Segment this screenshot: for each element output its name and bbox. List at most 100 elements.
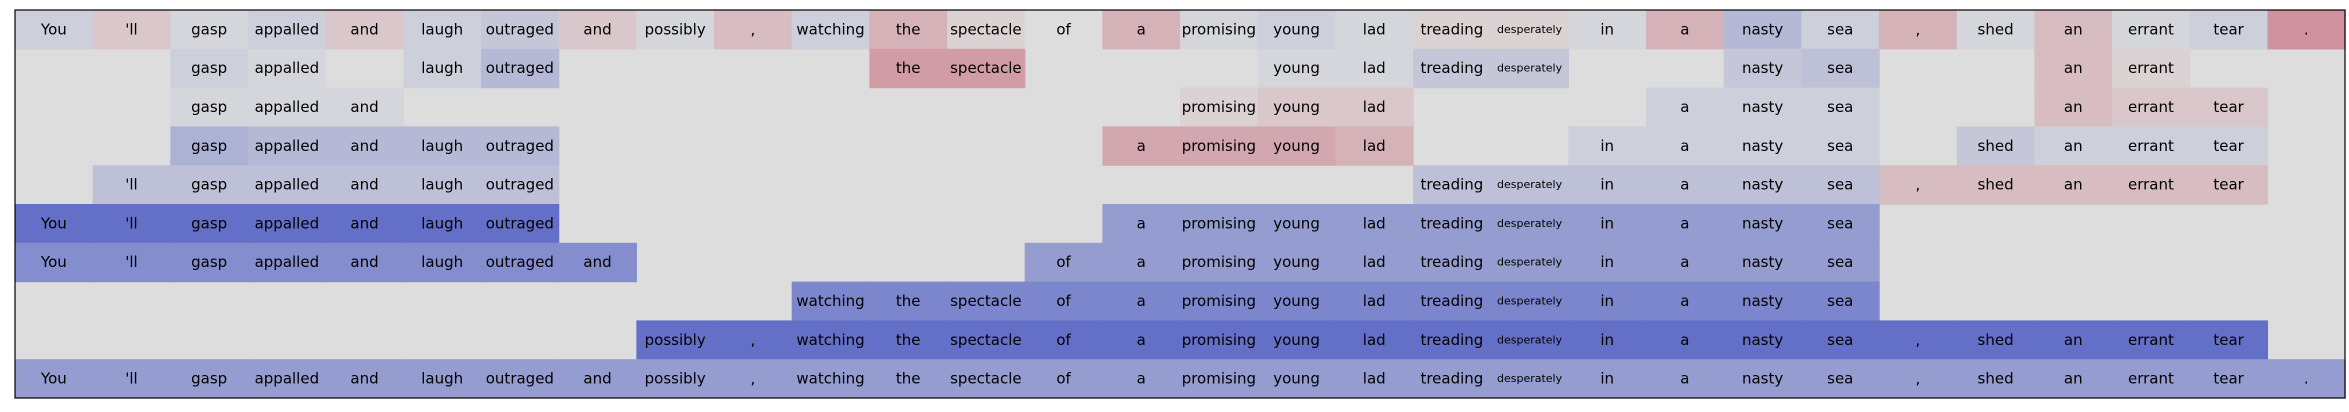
heatmap-cell (1257, 204, 1336, 244)
token-label: gasp (191, 137, 227, 155)
heatmap-cell (1102, 126, 1181, 166)
token-label: sea (1827, 331, 1853, 349)
token-label: promising (1182, 214, 1256, 232)
heatmap-cell (869, 320, 948, 360)
heatmap-cell (1723, 320, 1803, 360)
heatmap-cell (15, 204, 94, 244)
token-label: promising (1182, 331, 1256, 349)
heatmap-cell (791, 320, 870, 360)
heatmap-cell (2034, 10, 2113, 50)
token-label: sea (1827, 98, 1853, 116)
token-label: in (1600, 331, 1614, 349)
heatmap-cell (15, 359, 94, 399)
token-label: in (1600, 292, 1614, 310)
heatmap-cell (1024, 281, 1103, 321)
heatmap-cell (92, 359, 171, 399)
heatmap-cell (1801, 359, 1880, 399)
heatmap-cell (403, 242, 482, 283)
heatmap-cell (1335, 204, 1414, 244)
token-label: a (1680, 176, 1689, 194)
heatmap-cell (403, 165, 482, 205)
token-label: 'll (125, 370, 137, 388)
heatmap-cell (15, 242, 94, 283)
token-label: promising (1182, 292, 1256, 310)
heatmap-cell (92, 165, 171, 205)
heatmap-cell (1490, 281, 1569, 321)
heatmap-cell (403, 48, 482, 89)
heatmap-cell (1568, 204, 1647, 244)
token-label: outraged (486, 20, 554, 38)
token-label: of (1056, 253, 1071, 271)
token-label: a (1137, 331, 1146, 349)
token-label: appalled (255, 370, 320, 388)
heatmap-cell (1024, 242, 1103, 283)
heatmap-cell (1024, 10, 1103, 50)
token-label: treading (1420, 253, 1483, 271)
heatmap-cell (558, 10, 637, 50)
token-label: young (1273, 370, 1320, 388)
token-label: 'll (125, 176, 137, 194)
token-label: errant (2128, 59, 2174, 77)
heatmap-cell (1335, 281, 1414, 321)
token-label: errant (2128, 98, 2174, 116)
token-label: young (1273, 331, 1320, 349)
token-label: of (1056, 292, 1071, 310)
heatmap-cell (170, 10, 249, 50)
heatmap-cell (1180, 126, 1259, 166)
heatmap-cell (1723, 204, 1803, 244)
heatmap-cell (1335, 87, 1414, 127)
token-label: . (2304, 20, 2309, 38)
token-label: an (2064, 59, 2083, 77)
heatmap-cell (248, 204, 327, 244)
heatmap-cell (92, 10, 171, 50)
token-label: an (2064, 98, 2083, 116)
token-label: outraged (486, 176, 554, 194)
token-label: You (40, 214, 67, 232)
token-label: and (350, 98, 378, 116)
heatmap-cell (2267, 10, 2346, 50)
heatmap-cell (170, 204, 249, 244)
token-label: gasp (191, 98, 227, 116)
heatmap-cell (2267, 359, 2346, 399)
heatmap-cell (1024, 320, 1103, 360)
token-label: , (750, 370, 755, 388)
heatmap-cell (636, 359, 715, 399)
heatmap-cell (2189, 359, 2269, 399)
heatmap-cell (1646, 359, 1725, 399)
heatmap-cell (248, 87, 327, 127)
token-label: spectacle (950, 59, 1022, 77)
heatmap-cell (791, 281, 870, 321)
token-label: a (1680, 253, 1689, 271)
heatmap-cell (1335, 10, 1414, 50)
heatmap-cell (1801, 320, 1880, 360)
token-label: errant (2128, 370, 2174, 388)
heatmap-cell (481, 242, 560, 283)
heatmap-cell (1413, 281, 1492, 321)
token-label: lad (1363, 20, 1386, 38)
token-label: the (896, 331, 921, 349)
heatmap-cell (1257, 10, 1336, 50)
heatmap-cell (1723, 165, 1803, 205)
heatmap-cell (791, 10, 870, 50)
heatmap-cell (2112, 320, 2191, 360)
token-label: lad (1363, 370, 1386, 388)
token-label: the (896, 292, 921, 310)
token-label: and (350, 253, 378, 271)
token-label: in (1600, 253, 1614, 271)
token-label: and (350, 176, 378, 194)
heatmap-cell (1257, 320, 1336, 360)
heatmap-cell (1568, 320, 1647, 360)
heatmap-cell (1801, 10, 1880, 50)
token-label: a (1680, 331, 1689, 349)
token-label: outraged (486, 370, 554, 388)
token-label: gasp (191, 253, 227, 271)
heatmap-cell (1180, 242, 1259, 283)
token-label: shed (1978, 20, 2014, 38)
token-label: shed (1978, 370, 2014, 388)
token-label: an (2064, 20, 2083, 38)
heatmap-cell (1490, 359, 1569, 399)
heatmap-cell (1413, 10, 1492, 50)
token-label: lad (1363, 137, 1386, 155)
heatmap-cell (2034, 48, 2113, 89)
